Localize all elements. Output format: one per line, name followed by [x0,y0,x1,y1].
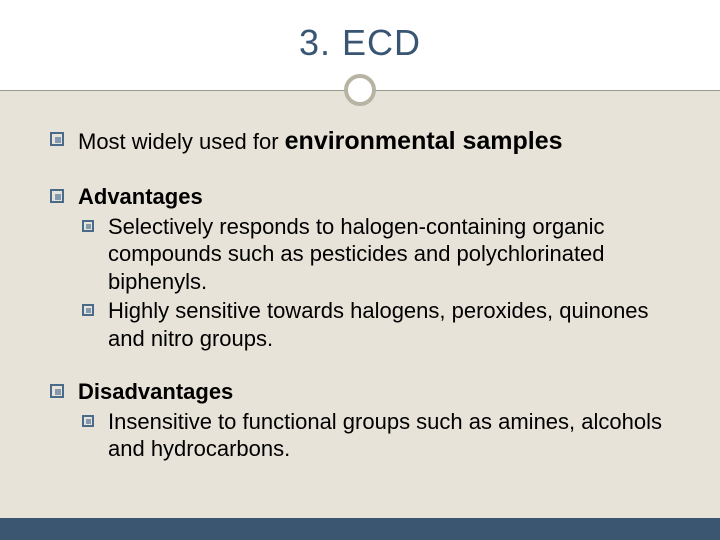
bullet-heading: Disadvantages [78,378,233,406]
text-segment: Most widely used for [78,129,285,154]
slide-title: 3. ECD [0,0,720,64]
sub-list: Selectively responds to halogen-containi… [82,213,670,353]
bullet-text: Most widely used for environmental sampl… [78,126,563,157]
sub-bullet-item: Selectively responds to halogen-containi… [82,213,670,296]
bullet-item: Most widely used for environmental sampl… [50,126,670,157]
bullet-item: Advantages Selectively responds to halog… [50,183,670,352]
square-bullet-icon [82,220,94,232]
bottom-accent-bar [0,518,720,540]
bullet-heading: Advantages [78,183,203,211]
square-bullet-icon [50,132,64,146]
sub-list: Insensitive to functional groups such as… [82,408,670,463]
content-area: Most widely used for environmental sampl… [0,90,720,485]
sub-bullet-text: Selectively responds to halogen-containi… [108,213,670,296]
sub-bullet-item: Highly sensitive towards halogens, perox… [82,297,670,352]
title-circle-decoration [344,74,376,106]
emphasized-text: environmental samples [285,127,563,155]
square-bullet-icon [82,415,94,427]
bullet-item: Disadvantages Insensitive to functional … [50,378,670,463]
square-bullet-icon [50,189,64,203]
square-bullet-icon [82,304,94,316]
sub-bullet-text: Insensitive to functional groups such as… [108,408,670,463]
sub-bullet-item: Insensitive to functional groups such as… [82,408,670,463]
sub-bullet-text: Highly sensitive towards halogens, perox… [108,297,670,352]
square-bullet-icon [50,384,64,398]
